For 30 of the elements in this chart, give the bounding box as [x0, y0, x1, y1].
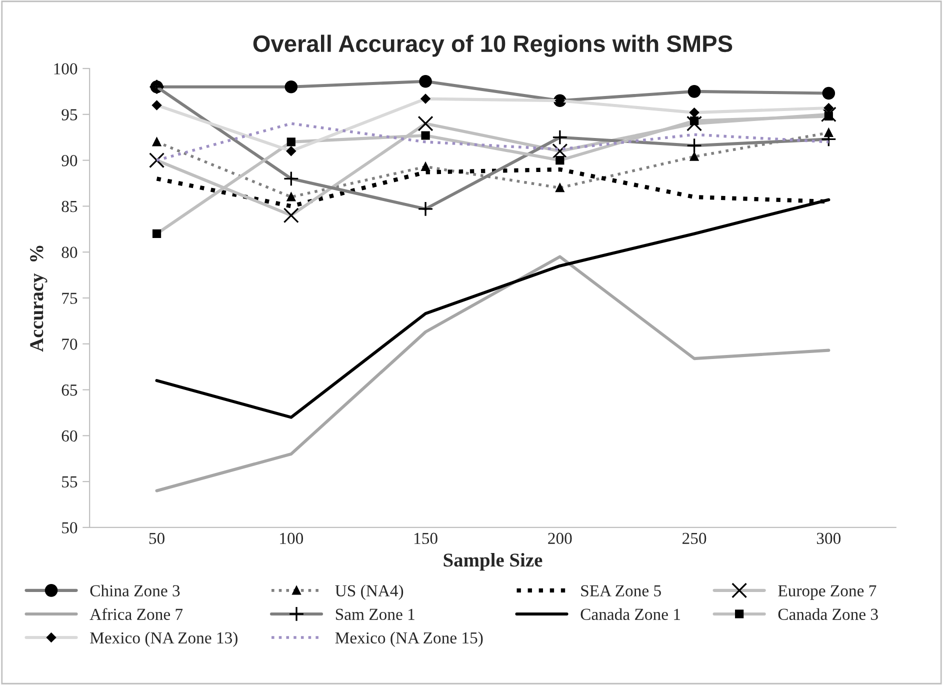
legend-label: Sam Zone 1	[336, 608, 414, 620]
legend-label: Europe Zone 7	[778, 585, 876, 600]
y-tick-label: 50	[62, 522, 78, 534]
y-tick-label: 70	[62, 338, 78, 350]
y-tick-label: 90	[62, 154, 78, 166]
y-tick-label: 60	[62, 430, 78, 442]
y-tick-label: 85	[62, 200, 78, 212]
y-tick-label: 80	[62, 246, 78, 258]
x-tick-label: 50	[149, 532, 164, 544]
y-tick-label: 95	[62, 109, 78, 120]
x-tick-label: 250	[682, 532, 706, 544]
x-axis-title: Sample Size	[444, 552, 542, 571]
y-tick-label: 75	[62, 292, 78, 304]
x-tick-label: 150	[414, 532, 438, 544]
chart-title: Overall Accuracy of 10 Regions with SMPS	[253, 34, 732, 57]
y-axis-title: Accuracy %	[30, 246, 48, 352]
legend-label: Canada Zone 3	[778, 608, 878, 620]
y-tick-label: 65	[62, 384, 78, 396]
legend-label: SEA Zone 5	[581, 585, 661, 596]
legend-label: China Zone 3	[90, 584, 180, 596]
legend-label: US (NA4)	[335, 584, 404, 600]
legend-label: Mexico (NA Zone 15)	[335, 632, 483, 647]
x-tick-label: 300	[816, 532, 841, 544]
legend-label: Mexico (NA Zone 13)	[90, 632, 238, 647]
x-tick-label: 100	[280, 532, 304, 544]
y-tick-label: 100	[54, 63, 78, 74]
legend-label: Canada Zone 1	[580, 608, 680, 620]
legend-label: Africa Zone 7	[90, 608, 183, 620]
x-tick-label: 200	[548, 532, 572, 544]
y-tick-label: 55	[62, 476, 78, 488]
